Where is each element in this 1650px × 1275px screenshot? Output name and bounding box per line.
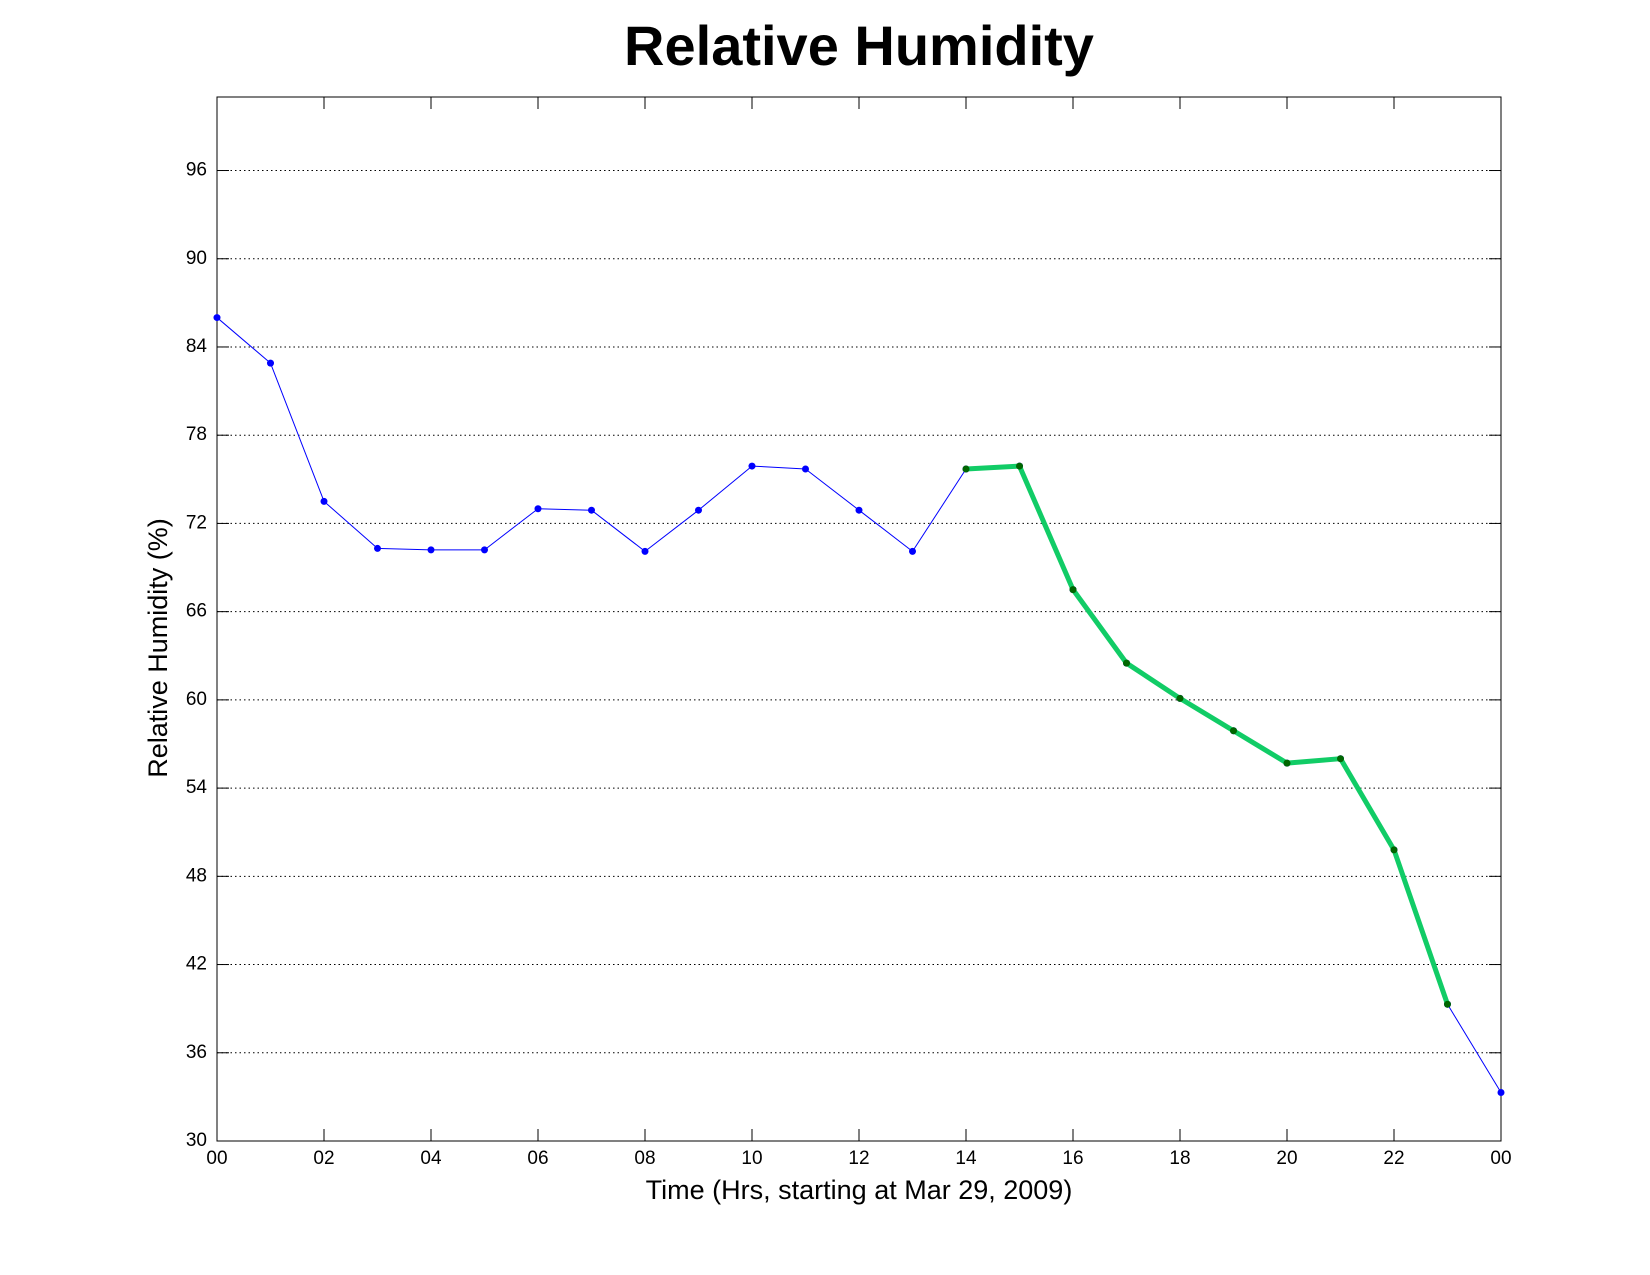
plot-area <box>216 96 1502 1142</box>
data-point <box>1069 586 1077 594</box>
y-tick-label: 60 <box>186 689 207 710</box>
y-tick-label: 30 <box>186 1130 207 1151</box>
data-point <box>213 314 221 322</box>
x-tick-label: 14 <box>955 1148 977 1169</box>
data-point <box>1176 694 1184 702</box>
y-tick-label: 78 <box>186 424 207 445</box>
data-point <box>320 497 328 505</box>
series-line <box>965 463 1450 1006</box>
x-tick-label: 00 <box>206 1148 227 1169</box>
x-tick-label: 10 <box>741 1148 762 1169</box>
data-point <box>909 547 916 555</box>
y-tick-label: 54 <box>186 777 208 798</box>
data-point <box>802 465 809 473</box>
x-tick-label: 00 <box>1490 1148 1511 1169</box>
y-tick-label: 84 <box>186 336 208 357</box>
x-tick-label: 12 <box>848 1148 869 1169</box>
data-point <box>962 465 970 473</box>
y-tick-label: 48 <box>186 865 207 886</box>
y-tick-label: 90 <box>186 248 207 269</box>
data-point <box>267 359 274 367</box>
x-tick-label: 18 <box>1169 1148 1190 1169</box>
data-point <box>481 546 488 554</box>
data-point <box>374 544 381 552</box>
data-point <box>534 505 542 513</box>
data-point <box>588 506 595 514</box>
x-tick-label: 08 <box>634 1148 655 1169</box>
data-point <box>1497 1088 1505 1096</box>
y-tick-label: 66 <box>186 601 207 622</box>
data-point <box>1390 846 1398 854</box>
data-point <box>855 506 863 514</box>
y-tick-label: 42 <box>186 954 207 975</box>
data-point <box>427 546 435 554</box>
x-tick-label: 20 <box>1276 1148 1297 1169</box>
data-point <box>1283 759 1291 767</box>
chart-title: Relative Humidity <box>624 14 1094 77</box>
x-axis-label: Time (Hrs, starting at Mar 29, 2009) <box>646 1175 1073 1205</box>
y-tick-label: 72 <box>186 512 207 533</box>
data-point <box>1337 755 1344 763</box>
data-point <box>1444 1000 1451 1008</box>
x-tick-label: 02 <box>313 1148 334 1169</box>
y-axis-label: Relative Humidity (%) <box>143 518 173 778</box>
data-point <box>1123 659 1130 667</box>
y-tick-label: 96 <box>186 160 207 181</box>
x-tick-label: 16 <box>1062 1148 1083 1169</box>
x-tick-label: 06 <box>527 1148 548 1169</box>
data-point <box>748 462 756 470</box>
data-point <box>695 506 702 514</box>
x-tick-label: 04 <box>420 1148 442 1169</box>
data-point <box>1016 462 1023 470</box>
data-point <box>641 547 649 555</box>
data-point <box>1230 727 1237 735</box>
y-tick-label: 36 <box>186 1042 207 1063</box>
x-tick-label: 22 <box>1383 1148 1404 1169</box>
